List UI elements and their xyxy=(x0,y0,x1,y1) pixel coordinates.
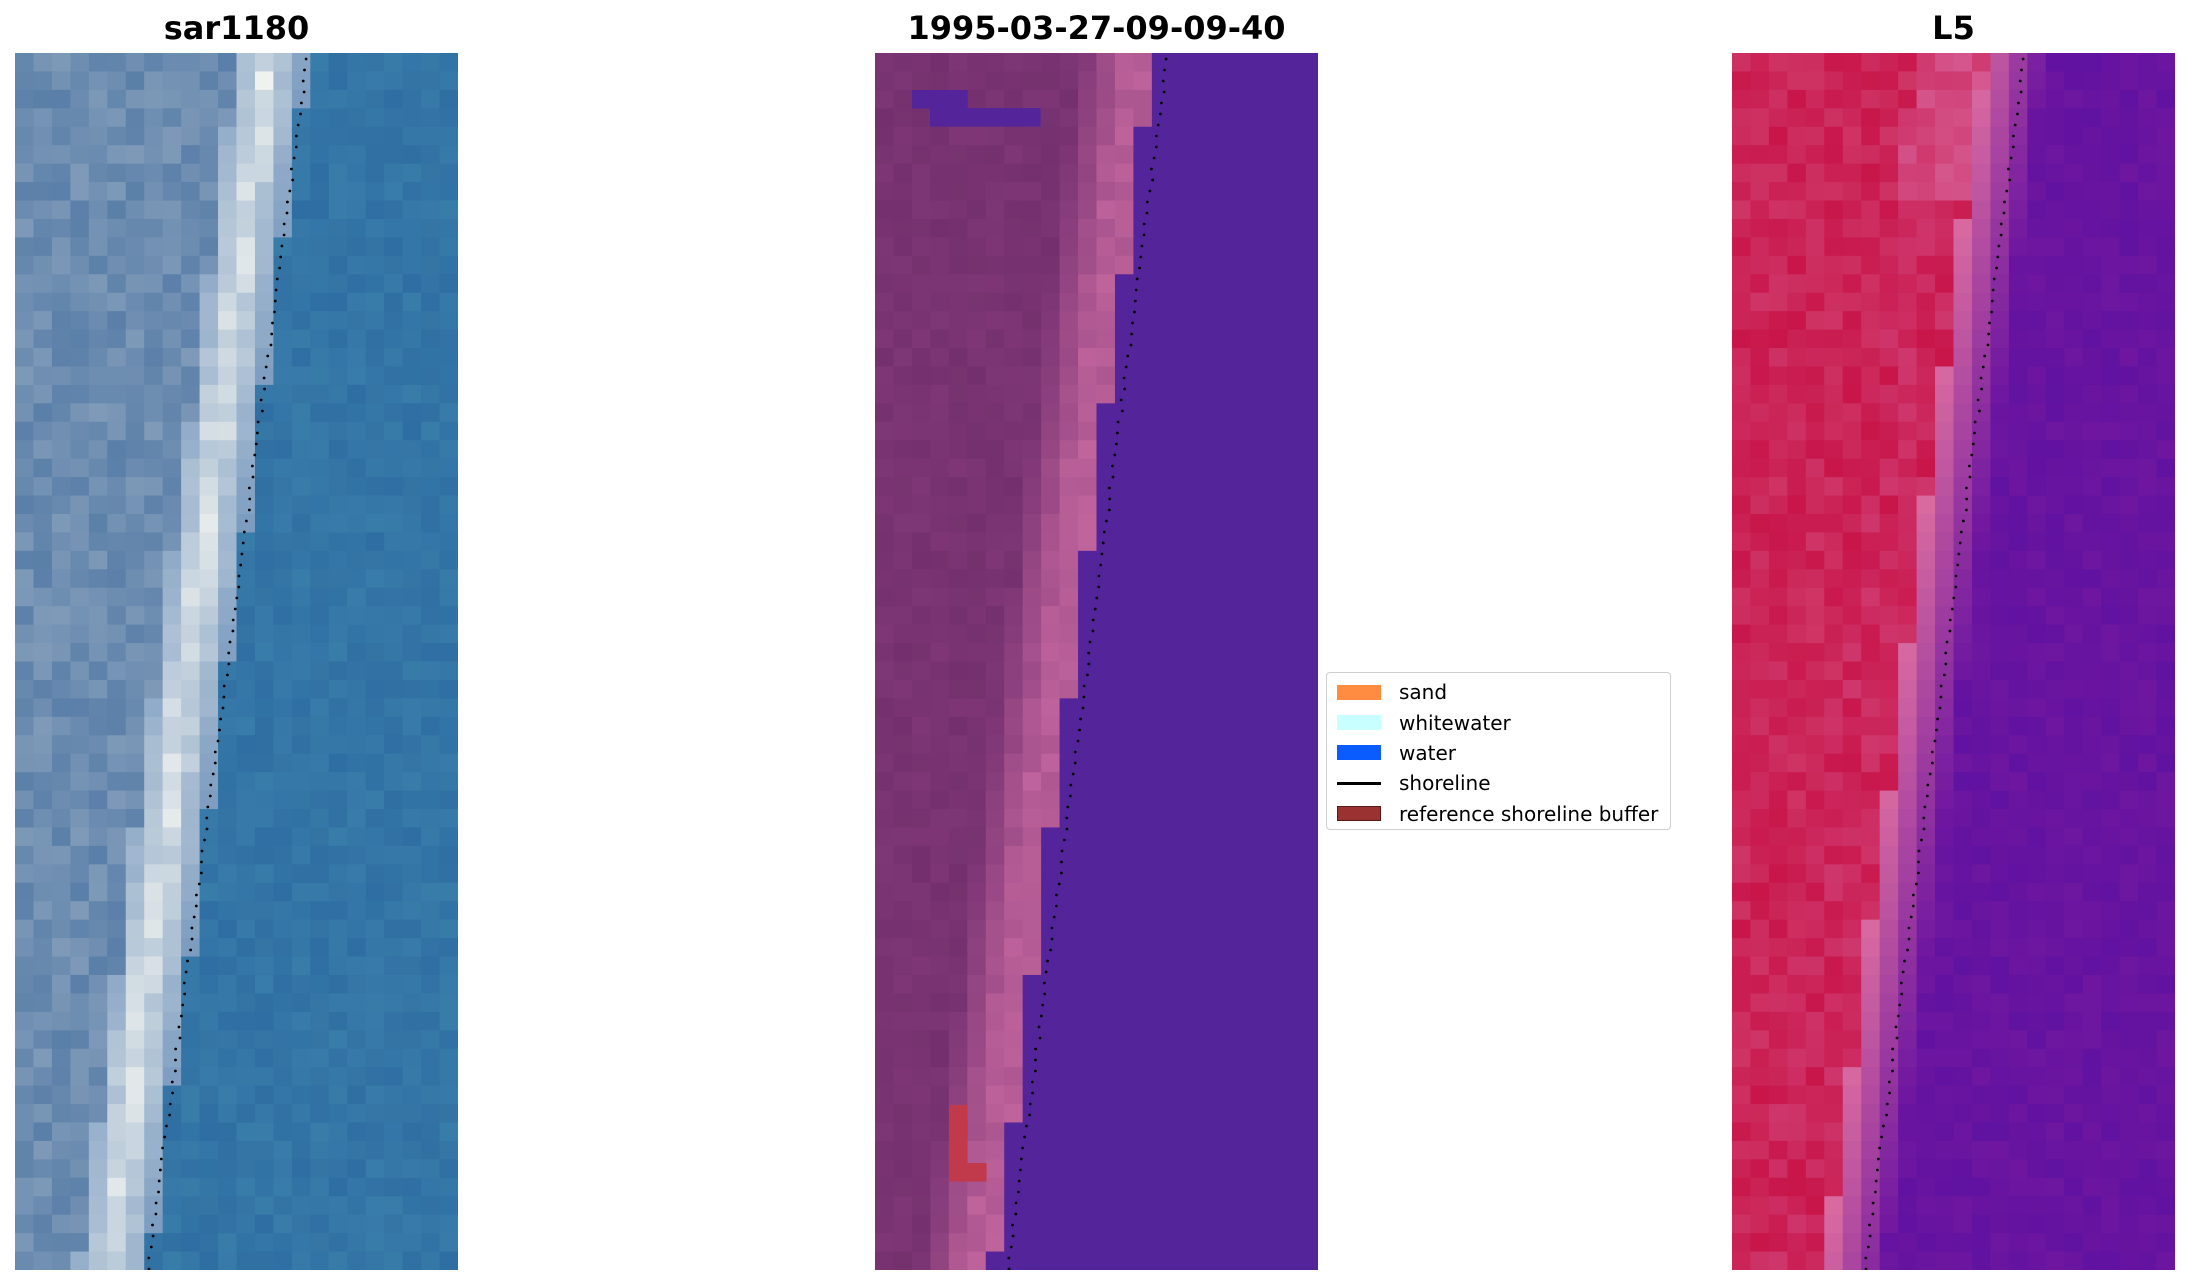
rgb-image xyxy=(15,53,458,1270)
legend-label-water: water xyxy=(1399,740,1456,765)
rgb-shoreline xyxy=(147,57,308,1270)
legend-item-whitewater: whitewater xyxy=(1337,707,1660,737)
index-image-panel xyxy=(1732,53,2175,1270)
index-image xyxy=(1732,53,2175,1270)
buffer-swatch xyxy=(1337,806,1381,822)
legend-label-whitewater: whitewater xyxy=(1399,710,1511,735)
legend-label-shoreline: shoreline xyxy=(1399,771,1491,796)
legend-item-water: water xyxy=(1337,738,1660,768)
index-shoreline xyxy=(1864,57,2025,1270)
panel-title-index: L5 xyxy=(1932,9,1975,47)
classified-image xyxy=(875,53,1318,1270)
panel-title-classified: 1995-03-27-09-09-40 xyxy=(907,9,1286,47)
water-swatch xyxy=(1337,745,1381,761)
legend-item-buffer: reference shoreline buffer xyxy=(1337,799,1660,829)
legend-label-sand: sand xyxy=(1399,680,1448,705)
classified-image-panel xyxy=(875,53,1318,1270)
whitewater-swatch xyxy=(1337,715,1381,731)
shoreline-line-sample xyxy=(1337,781,1381,785)
legend-item-shoreline: shoreline xyxy=(1337,768,1660,798)
panel-title-rgb: sar1180 xyxy=(163,9,310,47)
classified-shoreline xyxy=(1007,57,1168,1270)
rgb-image-panel xyxy=(15,53,458,1270)
sand-swatch xyxy=(1337,684,1381,700)
legend: sand whitewater water shoreline referenc… xyxy=(1326,672,1671,830)
legend-item-sand: sand xyxy=(1337,677,1660,707)
legend-label-buffer: reference shoreline buffer xyxy=(1399,801,1659,826)
